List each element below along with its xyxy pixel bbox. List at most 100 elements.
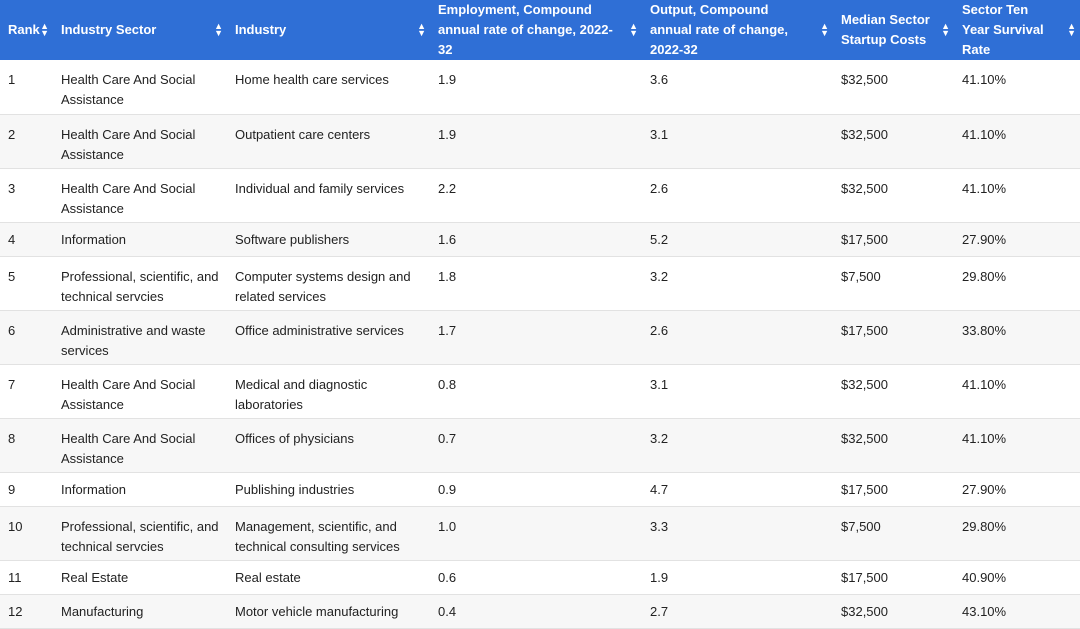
cell-industry-sector: Health Care And Social Assistance [61, 180, 196, 216]
column-header-label: Employment, Compound annual rate of chan… [438, 2, 613, 57]
table-row: 2 Health Care And Social Assistance Outp… [0, 114, 1080, 168]
column-header-label: Median Sector Startup Costs [841, 12, 930, 47]
column-header-label: Industry Sector [61, 22, 157, 37]
cell-employment: 1.6 [438, 231, 457, 247]
cell-startup-costs: $32,500 [841, 430, 888, 446]
cell-industry: Individual and family services [235, 180, 405, 196]
cell-output: 1.9 [650, 569, 669, 585]
column-header-rank[interactable]: Rank ▲ ▼ [0, 0, 53, 60]
cell-industry-sector: Manufacturing [61, 603, 144, 619]
sort-up-down-icon[interactable]: ▲ ▼ [629, 21, 638, 38]
table-row: 8 Health Care And Social Assistance Offi… [0, 418, 1080, 472]
cell-survival-rate: 41.10% [962, 180, 1007, 196]
cell-output: 2.7 [650, 603, 669, 619]
cell-rank: 7 [8, 376, 16, 392]
cell-employment: 0.8 [438, 376, 457, 392]
cell-startup-costs: $17,500 [841, 481, 888, 497]
cell-survival-rate: 41.10% [962, 376, 1007, 392]
table-row: 6 Administrative and waste services Offi… [0, 310, 1080, 364]
column-header-industry-sector[interactable]: Industry Sector ▲ ▼ [53, 0, 227, 60]
cell-output: 3.2 [650, 430, 669, 446]
cell-industry-sector: Health Care And Social Assistance [61, 126, 196, 162]
cell-startup-costs: $17,500 [841, 569, 888, 585]
cell-output: 3.1 [650, 126, 669, 142]
table-row: 5 Professional, scientific, and technica… [0, 256, 1080, 310]
cell-startup-costs: $7,500 [841, 268, 881, 284]
cell-industry-sector: Health Care And Social Assistance [61, 430, 196, 466]
table-body: 1 Health Care And Social Assistance Home… [0, 60, 1080, 628]
cell-output: 3.1 [650, 376, 669, 392]
cell-employment: 1.0 [438, 518, 457, 534]
cell-output: 4.7 [650, 481, 669, 497]
cell-employment: 1.9 [438, 126, 457, 142]
column-header-label: Output, Compound annual rate of change, … [650, 2, 788, 57]
table-row: 12 Manufacturing Motor vehicle manufactu… [0, 594, 1080, 628]
cell-rank: 2 [8, 126, 16, 142]
column-header-label: Sector Ten Year Survival Rate [962, 2, 1044, 57]
table-row: 7 Health Care And Social Assistance Medi… [0, 364, 1080, 418]
cell-employment: 1.9 [438, 72, 457, 87]
cell-industry-sector: Information [61, 481, 127, 497]
cell-industry: Offices of physicians [235, 430, 354, 446]
cell-startup-costs: $17,500 [841, 322, 888, 338]
cell-industry: Real estate [235, 569, 301, 585]
cell-survival-rate: 41.10% [962, 430, 1007, 446]
cell-industry-sector: Professional, scientific, and technical … [61, 268, 219, 304]
cell-output: 2.6 [650, 180, 669, 196]
table-row: 10 Professional, scientific, and technic… [0, 506, 1080, 560]
column-header-label: Rank [8, 22, 40, 37]
cell-industry-sector: Administrative and waste services [61, 322, 206, 358]
cell-output: 3.3 [650, 518, 669, 534]
cell-employment: 0.9 [438, 481, 457, 497]
sort-up-down-icon[interactable]: ▲ ▼ [1067, 21, 1076, 38]
table-row: 4 Information Software publishers 1.6 5.… [0, 222, 1080, 256]
cell-industry: Medical and diagnostic laboratories [235, 376, 368, 412]
column-header-industry[interactable]: Industry ▲ ▼ [227, 0, 430, 60]
cell-rank: 10 [8, 518, 23, 534]
cell-output: 2.6 [650, 322, 669, 338]
cell-rank: 1 [8, 72, 16, 87]
sort-up-down-icon[interactable]: ▲ ▼ [820, 21, 829, 38]
cell-survival-rate: 29.80% [962, 268, 1007, 284]
cell-industry-sector: Real Estate [61, 569, 129, 585]
cell-survival-rate: 41.10% [962, 126, 1007, 142]
sort-up-down-icon[interactable]: ▲ ▼ [941, 21, 950, 38]
cell-survival-rate: 40.90% [962, 569, 1007, 585]
cell-rank: 9 [8, 481, 16, 497]
cell-industry-sector: Information [61, 231, 127, 247]
cell-rank: 8 [8, 430, 16, 446]
cell-survival-rate: 27.90% [962, 231, 1007, 247]
column-header-survival-rate[interactable]: Sector Ten Year Survival Rate ▲ ▼ [954, 0, 1080, 60]
cell-output: 3.2 [650, 268, 669, 284]
cell-employment: 1.7 [438, 322, 457, 338]
cell-startup-costs: $17,500 [841, 231, 888, 247]
cell-rank: 12 [8, 603, 23, 619]
cell-rank: 6 [8, 322, 16, 338]
cell-industry-sector: Health Care And Social Assistance [61, 72, 196, 107]
cell-output: 3.6 [650, 72, 669, 87]
cell-rank: 4 [8, 231, 16, 247]
cell-industry: Home health care services [235, 72, 389, 87]
cell-industry: Computer systems design and related serv… [235, 268, 411, 304]
sort-up-down-icon[interactable]: ▲ ▼ [40, 21, 49, 38]
cell-industry-sector: Health Care And Social Assistance [61, 376, 196, 412]
column-header-employment[interactable]: Employment, Compound annual rate of chan… [430, 0, 642, 60]
cell-industry: Outpatient care centers [235, 126, 371, 142]
cell-survival-rate: 29.80% [962, 518, 1007, 534]
table-row: 9 Information Publishing industries 0.9 … [0, 472, 1080, 506]
cell-employment: 0.7 [438, 430, 457, 446]
table-header: Rank ▲ ▼ Industry Sector ▲ ▼ Industry ▲ ▼ E… [0, 0, 1080, 60]
cell-employment: 0.6 [438, 569, 457, 585]
cell-startup-costs: $32,500 [841, 603, 888, 619]
column-header-startup-costs[interactable]: Median Sector Startup Costs ▲ ▼ [833, 0, 954, 60]
sort-up-down-icon[interactable]: ▲ ▼ [214, 21, 223, 38]
cell-rank: 11 [8, 569, 22, 585]
table-row: 3 Health Care And Social Assistance Indi… [0, 168, 1080, 222]
cell-employment: 2.2 [438, 180, 457, 196]
column-header-output[interactable]: Output, Compound annual rate of change, … [642, 0, 833, 60]
cell-industry-sector: Professional, scientific, and technical … [61, 518, 219, 554]
cell-industry: Management, scientific, and technical co… [235, 518, 400, 554]
cell-startup-costs: $32,500 [841, 126, 888, 142]
sort-up-down-icon[interactable]: ▲ ▼ [417, 21, 426, 38]
